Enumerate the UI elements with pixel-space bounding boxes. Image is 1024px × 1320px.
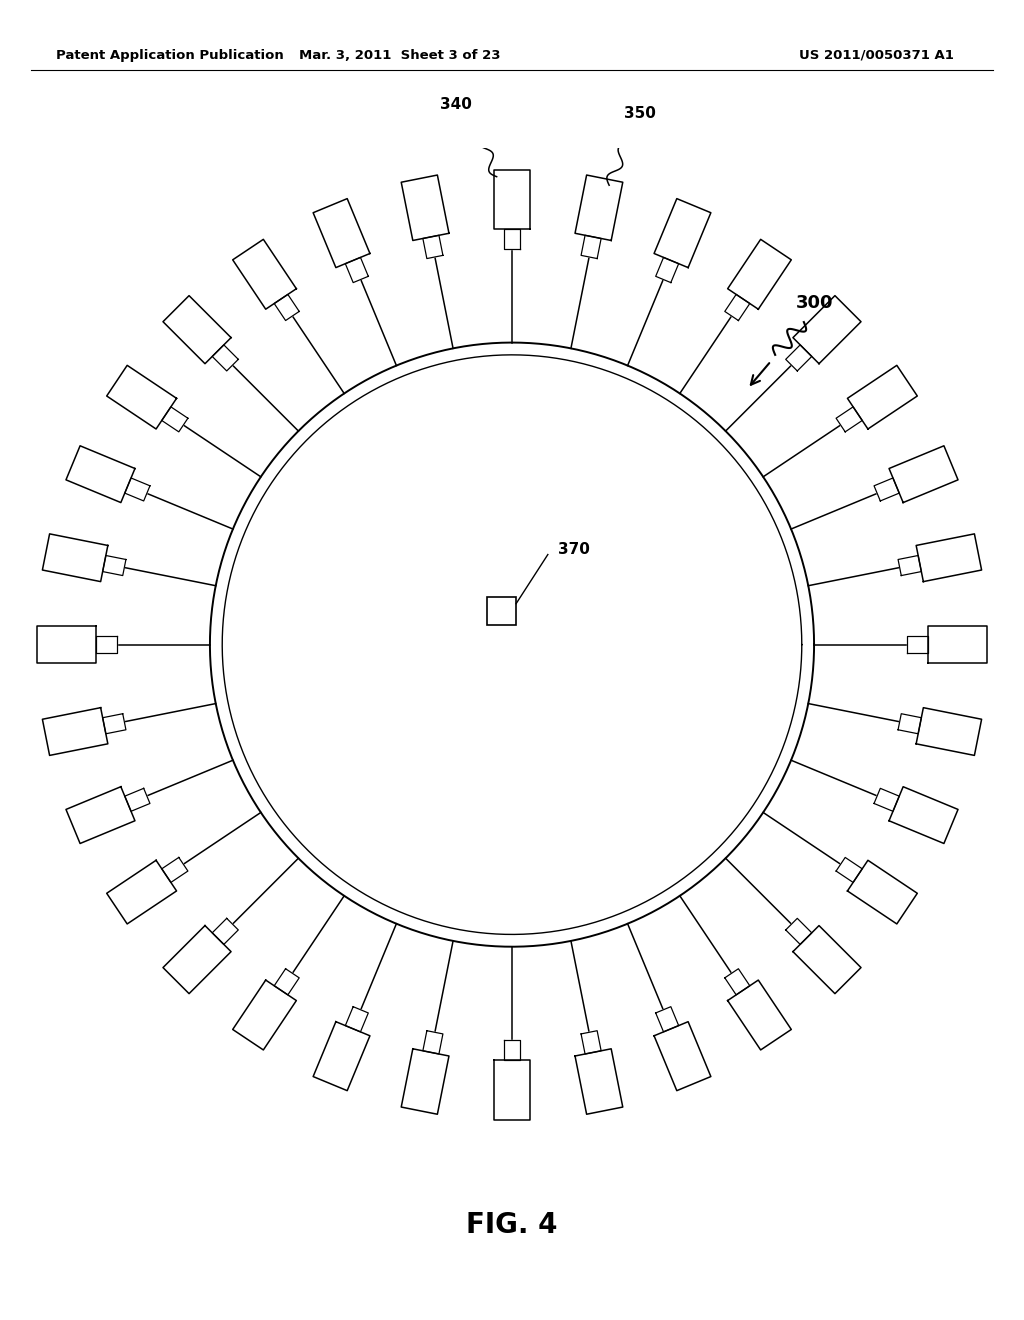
- Text: 370: 370: [558, 543, 590, 557]
- Polygon shape: [725, 294, 750, 321]
- Polygon shape: [874, 788, 899, 812]
- Polygon shape: [848, 861, 918, 924]
- Polygon shape: [793, 925, 861, 994]
- Polygon shape: [725, 969, 750, 995]
- Polygon shape: [125, 478, 150, 502]
- Polygon shape: [102, 556, 126, 576]
- Text: 350: 350: [624, 106, 655, 120]
- Polygon shape: [655, 1007, 679, 1032]
- Polygon shape: [96, 636, 117, 653]
- Text: US 2011/0050371 A1: US 2011/0050371 A1: [799, 49, 953, 62]
- Text: Mar. 3, 2011  Sheet 3 of 23: Mar. 3, 2011 Sheet 3 of 23: [299, 49, 500, 62]
- Text: FIG. 4: FIG. 4: [466, 1210, 558, 1239]
- Polygon shape: [162, 858, 187, 883]
- Polygon shape: [232, 239, 296, 309]
- Polygon shape: [575, 176, 623, 240]
- Polygon shape: [102, 714, 126, 734]
- Text: Patent Application Publication: Patent Application Publication: [56, 49, 284, 62]
- Polygon shape: [837, 407, 862, 432]
- Polygon shape: [401, 176, 449, 240]
- Polygon shape: [581, 235, 601, 259]
- Polygon shape: [212, 345, 239, 371]
- Polygon shape: [793, 296, 861, 364]
- Polygon shape: [212, 919, 239, 944]
- Polygon shape: [898, 714, 922, 734]
- Polygon shape: [494, 1060, 530, 1119]
- Polygon shape: [728, 239, 792, 309]
- Polygon shape: [928, 626, 987, 663]
- Polygon shape: [232, 979, 296, 1049]
- Polygon shape: [654, 198, 711, 268]
- Polygon shape: [42, 708, 108, 755]
- Polygon shape: [274, 969, 299, 995]
- Polygon shape: [106, 366, 176, 429]
- Polygon shape: [423, 1031, 443, 1053]
- Polygon shape: [163, 925, 231, 994]
- Polygon shape: [654, 1022, 711, 1090]
- Polygon shape: [66, 787, 135, 843]
- Polygon shape: [66, 446, 135, 503]
- Polygon shape: [162, 407, 187, 432]
- Polygon shape: [37, 626, 96, 663]
- Polygon shape: [916, 708, 982, 755]
- Polygon shape: [494, 169, 530, 228]
- Polygon shape: [889, 446, 958, 503]
- Polygon shape: [42, 533, 108, 582]
- Polygon shape: [125, 788, 150, 812]
- Polygon shape: [837, 858, 862, 883]
- Polygon shape: [313, 198, 370, 268]
- Polygon shape: [874, 478, 899, 502]
- Polygon shape: [916, 533, 982, 582]
- Polygon shape: [345, 257, 369, 282]
- Polygon shape: [907, 636, 928, 653]
- Polygon shape: [785, 345, 812, 371]
- Polygon shape: [504, 1040, 520, 1060]
- Polygon shape: [106, 861, 176, 924]
- Polygon shape: [575, 1049, 623, 1114]
- Text: 300: 300: [796, 294, 833, 312]
- Polygon shape: [274, 294, 299, 321]
- Polygon shape: [785, 919, 812, 944]
- Polygon shape: [728, 979, 792, 1049]
- Polygon shape: [655, 257, 679, 282]
- Bar: [487, 597, 516, 626]
- Polygon shape: [848, 366, 918, 429]
- Polygon shape: [313, 1022, 370, 1090]
- Text: 340: 340: [439, 98, 472, 112]
- Polygon shape: [401, 1049, 449, 1114]
- Polygon shape: [898, 556, 922, 576]
- Polygon shape: [423, 235, 443, 259]
- Polygon shape: [163, 296, 231, 364]
- Polygon shape: [581, 1031, 601, 1053]
- Polygon shape: [345, 1007, 369, 1032]
- Polygon shape: [504, 228, 520, 249]
- Polygon shape: [889, 787, 958, 843]
